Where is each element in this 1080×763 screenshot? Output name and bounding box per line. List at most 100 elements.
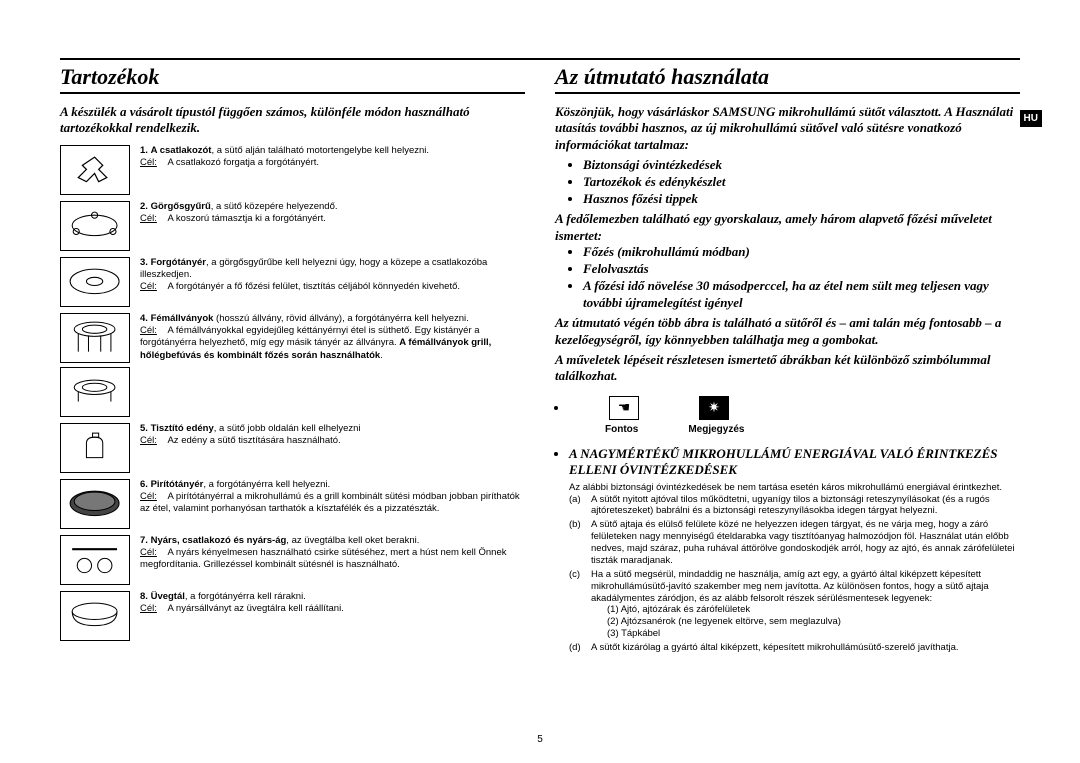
warn-text: Ha a sütő megsérül, mindaddig ne használ… (591, 569, 989, 604)
right-para4: A műveletek lépéseit részletesen ismerte… (555, 352, 1020, 385)
accessory-thumb-cleaner (60, 423, 130, 473)
acc-cel: A csatlakozó forgatja a forgótányért. (167, 157, 319, 168)
note-icon: ✷ (699, 396, 729, 420)
warn-text: A sütőt nyitott ajtóval tilos működtetni… (591, 494, 1020, 518)
cel-label: Cél: (140, 157, 157, 168)
warn-subitem: (2) Ajtózsanérok (ne legyenek eltörve, s… (591, 616, 1020, 628)
page-number: 5 (537, 734, 543, 745)
acc-num: 4. (140, 313, 148, 324)
accessory-row: 1. A csatlakozót, a sütő alján található… (60, 145, 525, 195)
accessory-thumb-ring (60, 201, 130, 251)
warn-tag: (c) (569, 569, 591, 640)
acc-desc: , a sütő alján található motortengelybe … (211, 145, 429, 156)
accessory-thumb-crispplate (60, 479, 130, 529)
acc-desc: , a forgótányérra kell rárakni. (185, 591, 306, 602)
accessory-row: 5. Tisztító edény, a sütő jobb oldalán k… (60, 423, 525, 473)
warn-subitem: (3) Tápkábel (591, 628, 1020, 640)
accessory-text: 6. Pirítótányér, a forgótányérra kell he… (140, 479, 525, 529)
warn-tag: (a) (569, 494, 591, 518)
warning-list: (a)A sütőt nyitott ajtóval tilos működte… (569, 494, 1020, 654)
accessory-thumb-coupler (60, 145, 130, 195)
acc-cel: A forgótányér a fő főzési felület, tiszt… (167, 281, 460, 292)
warn-item: (d)A sütőt kizárólag a gyártó által kiké… (569, 642, 1020, 654)
warning-body: Az alábbi biztonsági óvintézkedések be n… (569, 482, 1020, 654)
acc-name: Tisztító edény (151, 423, 214, 434)
bullet-item: Tartozékok és edénykészlet (583, 174, 1020, 191)
cel-label: Cél: (140, 325, 157, 336)
warn-item: (b)A sütő ajtaja és elülső felülete közé… (569, 519, 1020, 567)
acc-cel: A pirítótányérral a mikrohullámú és a gr… (140, 491, 520, 514)
acc-name: A csatlakozót (151, 145, 212, 156)
warn-item: (a)A sütőt nyitott ajtóval tilos működte… (569, 494, 1020, 518)
acc-name: Üvegtál (151, 591, 185, 602)
acc-cel-suffix: . (380, 350, 383, 361)
cel-label: Cél: (140, 435, 157, 446)
warn-subitem: (1) Ajtó, ajtózárak és zárófelületek (591, 604, 1020, 616)
acc-name: Fémállványok (151, 313, 214, 324)
acc-name: Nyárs, csatlakozó és nyárs-ág (151, 535, 287, 546)
accessory-text: 7. Nyárs, csatlakozó és nyárs-ág, az üve… (140, 535, 525, 585)
accessory-text: 4. Fémállványok (hosszú állvány, rövid á… (140, 313, 525, 417)
accessory-text: 5. Tisztító edény, a sütő jobb oldalán k… (140, 423, 361, 473)
language-tab: HU (1020, 110, 1042, 127)
cel-label: Cél: (140, 213, 157, 224)
bullet-item: Biztonsági óvintézkedések (583, 157, 1020, 174)
cel-label: Cél: (140, 603, 157, 614)
accessory-thumb-rack-short (60, 367, 130, 417)
acc-cel: A koszorú támasztja ki a forgótányért. (167, 213, 325, 224)
acc-num: 6. (140, 479, 148, 490)
left-column: Tartozékok A készülék a vásárolt típustó… (60, 64, 525, 662)
left-intro: A készülék a vásárolt típustól függően s… (60, 104, 525, 137)
right-intro: Köszönjük, hogy vásárláskor SAMSUNG mikr… (555, 104, 1020, 153)
left-heading: Tartozékok (60, 64, 525, 94)
right-column: Az útmutató használata Köszönjük, hogy v… (555, 64, 1020, 662)
accessory-thumb-skewer (60, 535, 130, 585)
warn-text: A sütőt kizárólag a gyártó által kiképze… (591, 642, 959, 654)
accessory-row: 3. Forgótányér, a görgősgyűrűbe kell hel… (60, 257, 525, 307)
acc-desc: , a sütő jobb oldalán kell elhelyezni (214, 423, 361, 434)
acc-cel: Az edény a sütő tisztítására használható… (167, 435, 340, 446)
symbol-section: ☚ ✷ Fontos Megjegyzés A NAGYMÉRTÉKŰ MIKR… (555, 396, 1020, 653)
label-note: Megjegyzés (688, 424, 744, 435)
acc-num: 8. (140, 591, 148, 602)
symbol-labels: Fontos Megjegyzés (605, 424, 1020, 435)
warning-intro: Az alábbi biztonsági óvintézkedések be n… (569, 482, 1020, 494)
acc-num: 7. (140, 535, 148, 546)
warning-title: A NAGYMÉRTÉKŰ MIKROHULLÁMÚ ENERGIÁVAL VA… (569, 446, 1020, 477)
cel-label: Cél: (140, 281, 157, 292)
label-important: Fontos (605, 424, 638, 435)
acc-cel: A nyárs kényelmesen használható csirke s… (140, 547, 506, 570)
accessory-thumb-turntable (60, 257, 130, 307)
accessory-row: 6. Pirítótányér, a forgótányérra kell he… (60, 479, 525, 529)
right-heading: Az útmutató használata (555, 64, 1020, 94)
symbol-row: ☚ ✷ (609, 396, 1020, 420)
accessory-text: 1. A csatlakozót, a sütő alján található… (140, 145, 429, 195)
accessory-row: 2. Görgősgyűrű, a sütő közepére helyezen… (60, 201, 525, 251)
bullet-list-1: Biztonsági óvintézkedések Tartozékok és … (555, 157, 1020, 208)
cel-label: Cél: (140, 547, 157, 558)
acc-desc: , az üvegtálba kell oket berakni. (286, 535, 419, 546)
acc-name: Pirítótányér (151, 479, 204, 490)
bullet-item: Hasznos főzési tippek (583, 191, 1020, 208)
right-para2: A fedőlemezben található egy gyorskalauz… (555, 211, 1020, 244)
acc-num: 3. (140, 257, 148, 268)
acc-num: 1. (140, 145, 148, 156)
bullet-item: Főzés (mikrohullámú módban) (583, 244, 1020, 261)
top-rule (60, 58, 1020, 60)
bullet-item: A főzési idő növelése 30 másodperccel, h… (583, 278, 1020, 312)
accessory-thumb-glassbowl (60, 591, 130, 641)
bullet-item: Felolvasztás (583, 261, 1020, 278)
acc-desc: , a forgótányérra kell helyezni. (203, 479, 330, 490)
accessory-text: 8. Üvegtál, a forgótányérra kell rárakni… (140, 591, 344, 641)
acc-name: Forgótányér (151, 257, 206, 268)
bullet-list-2: Főzés (mikrohullámú módban) Felolvasztás… (555, 244, 1020, 312)
acc-desc: (hosszú állvány, rövid állvány), a forgó… (213, 313, 468, 324)
warn-tag: (d) (569, 642, 591, 654)
two-column-layout: Tartozékok A készülék a vásárolt típustó… (60, 64, 1020, 662)
acc-name: Görgősgyűrű (151, 201, 211, 212)
acc-cel: A nyársállványt az üvegtálra kell ráállí… (167, 603, 343, 614)
right-para3: Az útmutató végén több ábra is található… (555, 315, 1020, 348)
accessory-row: 4. Fémállványok (hosszú állvány, rövid á… (60, 313, 525, 417)
warn-text: A sütő ajtaja és elülső felülete közé ne… (591, 519, 1020, 567)
acc-desc: , a sütő közepére helyezendő. (211, 201, 338, 212)
